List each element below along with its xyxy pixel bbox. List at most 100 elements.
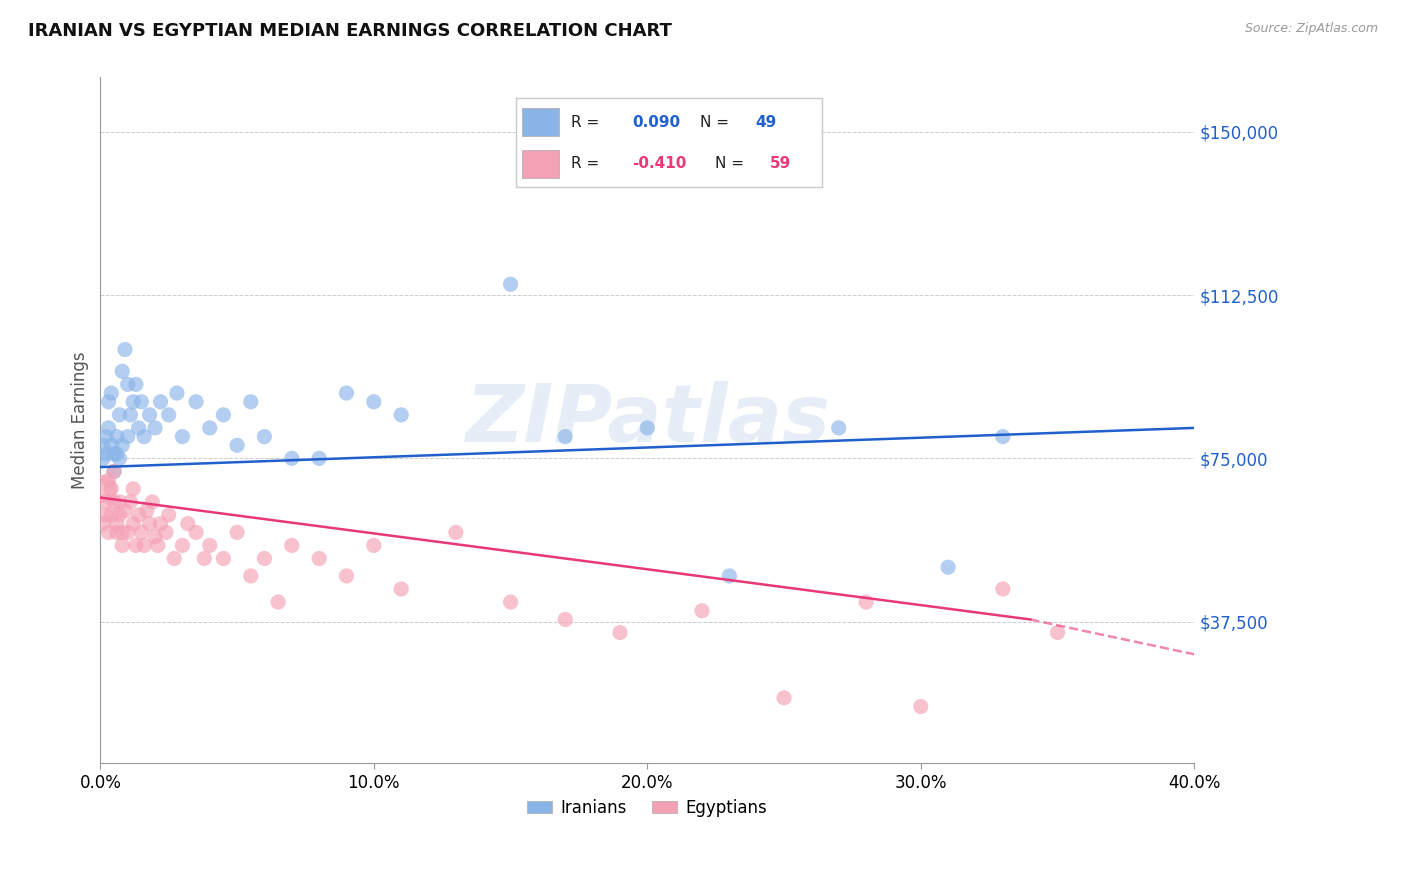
Point [100,508,122,522]
Point [103,465,125,479]
Point [91,438,114,452]
Point [94,495,117,509]
Point [281,538,304,552]
Point [499,277,522,292]
Point [125,538,148,552]
Point [149,394,172,409]
Point [239,569,262,583]
Point [111,538,134,552]
Point [389,408,412,422]
Point [773,690,796,705]
Point [108,508,131,522]
Point [281,451,304,466]
Point [363,394,385,409]
Point [103,495,125,509]
Point [226,525,249,540]
Point [335,386,357,401]
Point [499,595,522,609]
Point [128,508,150,522]
Point [122,394,145,409]
Point [97,473,120,487]
Point [131,525,153,540]
Point [910,699,932,714]
Point [122,482,145,496]
Point [138,408,160,422]
Point [389,582,412,596]
Point [157,508,180,522]
Point [120,408,142,422]
Point [177,516,200,531]
Point [554,429,576,443]
Point [103,465,125,479]
Point [117,377,139,392]
Point [105,447,128,461]
Y-axis label: Median Earnings: Median Earnings [72,351,89,489]
Point [143,421,166,435]
Point [163,551,186,566]
Point [212,408,235,422]
Point [936,560,959,574]
Point [100,386,122,401]
Point [103,447,125,461]
Point [253,551,276,566]
Point [444,525,467,540]
Point [97,394,120,409]
Point [94,447,117,461]
Point [184,525,207,540]
Point [114,343,136,357]
Point [609,625,631,640]
Point [636,421,658,435]
Point [91,451,114,466]
Point [117,429,139,443]
Point [94,508,117,522]
Point [108,495,131,509]
Point [172,538,194,552]
Point [138,516,160,531]
Point [105,525,128,540]
Point [155,525,177,540]
Point [91,516,114,531]
Point [855,595,877,609]
Point [100,438,122,452]
Point [991,582,1014,596]
Point [141,495,163,509]
Point [100,482,122,496]
Point [335,569,357,583]
Point [690,604,713,618]
Point [122,516,145,531]
Point [267,595,290,609]
Point [105,516,128,531]
Point [253,429,276,443]
Point [131,394,153,409]
Point [308,551,330,566]
Point [198,538,221,552]
Point [991,429,1014,443]
Point [105,429,128,443]
Point [239,394,262,409]
Legend: Iranians, Egyptians: Iranians, Egyptians [520,792,773,823]
Point [166,386,188,401]
Point [111,364,134,378]
Point [114,503,136,517]
Point [108,451,131,466]
Point [125,377,148,392]
Point [718,569,741,583]
Point [111,438,134,452]
Point [97,525,120,540]
Text: Source: ZipAtlas.com: Source: ZipAtlas.com [1244,22,1378,36]
Point [132,538,155,552]
Point [157,408,180,422]
Text: ZIPatlas: ZIPatlas [465,381,830,459]
Point [97,421,120,435]
Point [146,538,169,552]
Point [198,421,221,435]
Point [135,503,157,517]
Point [172,429,194,443]
Point [308,451,330,466]
Point [91,482,114,496]
Point [94,429,117,443]
Point [193,551,215,566]
Point [149,516,172,531]
Point [212,551,235,566]
Point [117,525,139,540]
